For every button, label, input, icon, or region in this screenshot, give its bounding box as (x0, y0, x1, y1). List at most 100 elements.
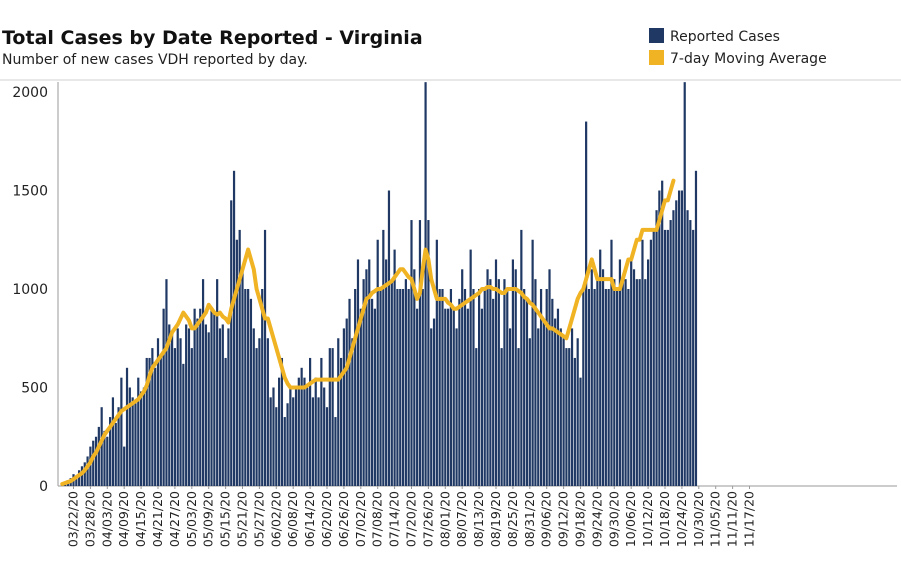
bar (562, 338, 565, 486)
x-tick-label: 08/07/20 (454, 491, 469, 547)
bar (221, 324, 224, 486)
bar (162, 308, 165, 486)
x-tick-label: 09/30/20 (606, 491, 621, 547)
bar (165, 279, 168, 486)
bar (494, 259, 498, 486)
bar (542, 318, 545, 486)
x-tick-label: 08/25/20 (505, 491, 520, 547)
bar (125, 367, 129, 486)
bar (331, 348, 334, 486)
bar (596, 279, 599, 486)
bar (616, 289, 619, 486)
bar (624, 279, 627, 486)
bar (92, 440, 95, 486)
x-tick-label: 07/26/20 (420, 491, 435, 547)
bar (483, 289, 486, 486)
bar (255, 348, 258, 486)
bar (182, 363, 185, 486)
bar (669, 220, 672, 487)
bar (556, 308, 560, 486)
bar (404, 279, 407, 486)
bar (283, 417, 286, 486)
bar (672, 210, 675, 486)
bar (675, 200, 678, 486)
x-tick-label: 10/06/20 (623, 491, 638, 547)
x-tick-label: 07/14/20 (387, 491, 402, 547)
x-tick-label: 10/18/20 (657, 491, 672, 547)
bar (528, 338, 531, 486)
bar (663, 229, 667, 486)
bar (109, 417, 112, 486)
bar (694, 170, 698, 487)
bar (399, 289, 402, 486)
y-tick-label: 0 (39, 479, 48, 495)
bar (486, 269, 489, 486)
bar (475, 348, 478, 486)
bar (320, 357, 323, 486)
bar (249, 298, 253, 486)
x-tick-label: 09/12/20 (556, 491, 571, 547)
bar (359, 308, 362, 486)
x-tick-label: 11/11/20 (725, 491, 740, 547)
bar (551, 298, 554, 486)
bar (179, 338, 182, 486)
bar (314, 377, 317, 486)
x-tick-label: 07/02/20 (353, 491, 368, 547)
legend-swatch-moving-average (649, 50, 664, 65)
x-tick-label: 10/30/20 (691, 491, 706, 547)
bar (401, 289, 405, 486)
bar (590, 269, 593, 486)
bar (447, 308, 450, 486)
bar (531, 239, 534, 486)
bar (424, 82, 427, 487)
bar (154, 367, 157, 486)
bar (306, 387, 309, 486)
bar (387, 190, 391, 486)
x-tick-label: 09/06/20 (539, 491, 554, 547)
bar (666, 229, 669, 486)
bar (396, 289, 399, 486)
bar (570, 328, 574, 486)
bar (238, 229, 241, 486)
bar (458, 298, 461, 486)
bar (303, 377, 306, 486)
bar (354, 289, 357, 486)
bar (511, 259, 514, 486)
bar (652, 229, 655, 486)
bar (677, 190, 681, 486)
bar (173, 348, 176, 486)
chart-title: Total Cases by Date Reported - Virginia (2, 27, 423, 49)
bar (582, 289, 585, 486)
bar (421, 289, 424, 486)
bar (534, 279, 537, 486)
bar (683, 82, 686, 487)
x-tick-label: 06/02/20 (268, 491, 283, 547)
bar (193, 308, 196, 486)
bar (514, 269, 517, 486)
bar (368, 259, 371, 486)
bar (385, 259, 388, 486)
bar (201, 279, 205, 486)
bar (227, 328, 230, 486)
bar (393, 249, 396, 486)
x-tick-label: 04/03/20 (99, 491, 114, 547)
bar (294, 387, 298, 486)
bar (610, 239, 613, 486)
bar (134, 403, 137, 486)
y-tick-label: 500 (21, 381, 48, 397)
bar (627, 289, 630, 486)
bar (661, 180, 664, 486)
bar (145, 357, 148, 486)
bar (356, 259, 360, 486)
bar (559, 328, 562, 486)
bar (345, 318, 348, 486)
x-tick-label: 08/19/20 (488, 491, 503, 547)
bar (686, 210, 689, 486)
bar (261, 289, 264, 486)
bar (94, 436, 98, 486)
bar (390, 279, 393, 486)
x-tick-label: 03/22/20 (66, 491, 81, 547)
moving-average-line (60, 178, 676, 487)
bar (382, 229, 385, 486)
bar (508, 328, 512, 486)
